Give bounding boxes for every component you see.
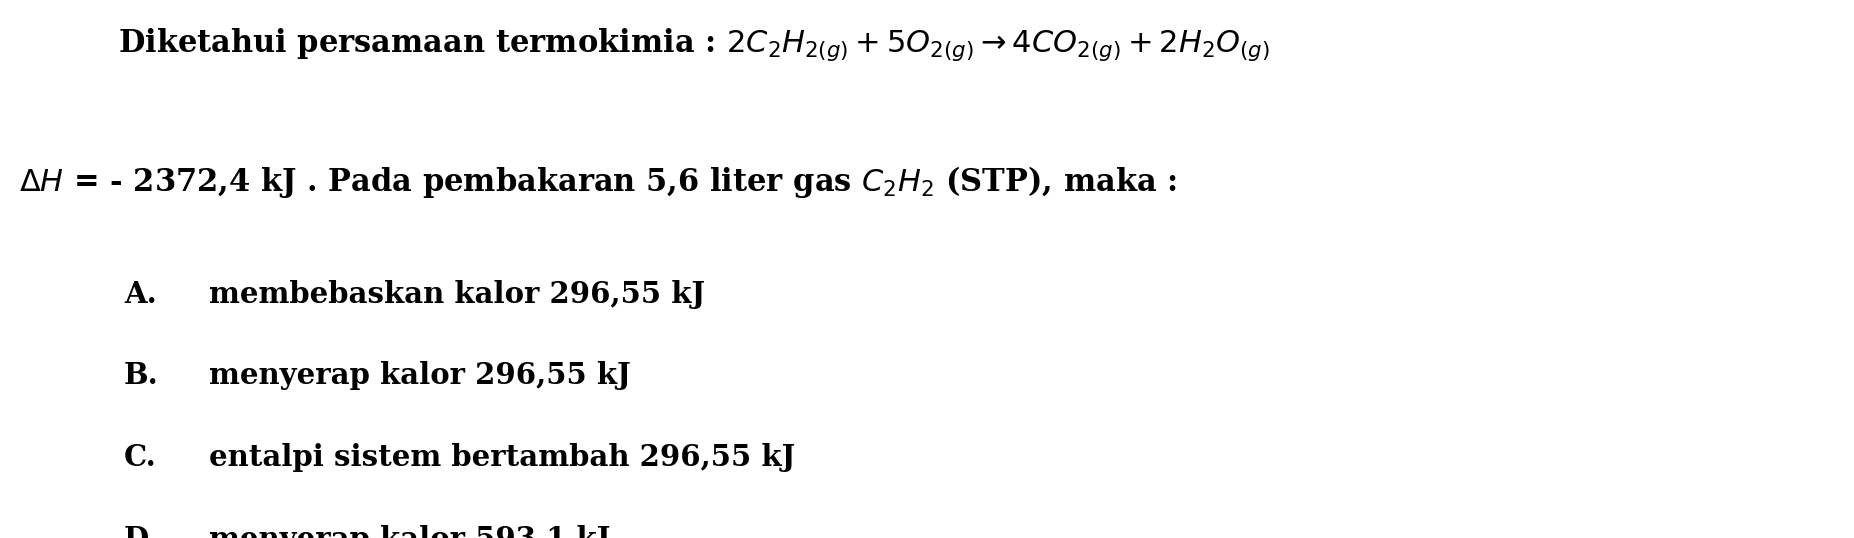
Text: menyerap kalor 593,1 kJ: menyerap kalor 593,1 kJ <box>210 525 610 538</box>
Text: D.: D. <box>124 525 158 538</box>
Text: Diketahui persamaan termokimia : $2C_2H_{2(g)} + 5O_{2(g)} \rightarrow 4CO_{2(g): Diketahui persamaan termokimia : $2C_2H_… <box>119 26 1270 63</box>
Text: membebaskan kalor 296,55 kJ: membebaskan kalor 296,55 kJ <box>210 280 705 309</box>
Text: entalpi sistem bertambah 296,55 kJ: entalpi sistem bertambah 296,55 kJ <box>210 443 795 472</box>
Text: menyerap kalor 296,55 kJ: menyerap kalor 296,55 kJ <box>210 362 630 390</box>
Text: C.: C. <box>124 443 158 472</box>
Text: A.: A. <box>124 280 158 309</box>
Text: B.: B. <box>124 362 159 390</box>
Text: $\Delta H$ = - 2372,4 kJ . Pada pembakaran 5,6 liter gas $C_2H_2$ (STP), maka :: $\Delta H$ = - 2372,4 kJ . Pada pembakar… <box>19 164 1177 200</box>
